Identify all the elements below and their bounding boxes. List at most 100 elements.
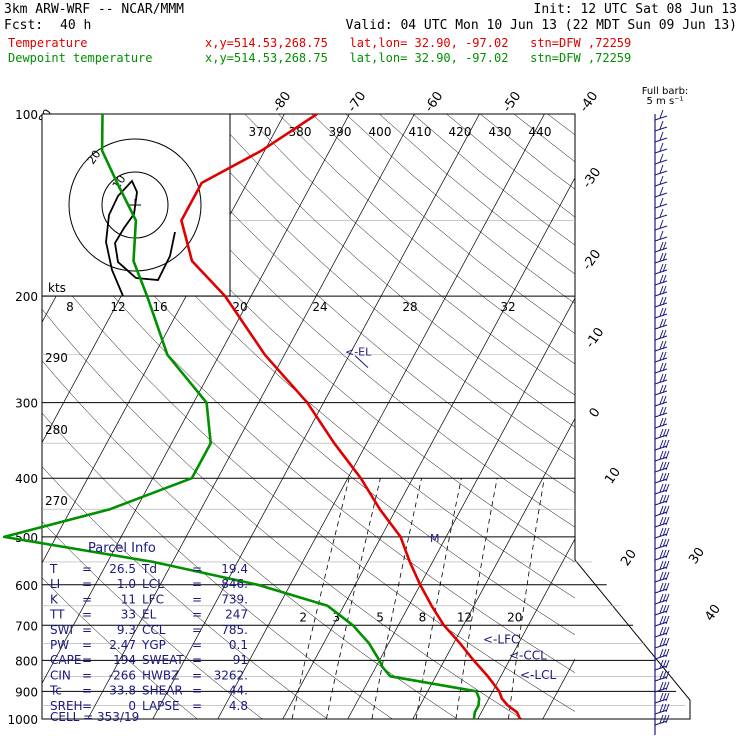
- dry-adiabat: [42, 258, 575, 712]
- wind-barb-shaft: [654, 687, 668, 693]
- dry-adiabat: [480, 114, 575, 190]
- wind-barb-feather: [659, 296, 664, 306]
- parcel-equals: =: [192, 684, 202, 698]
- wind-barb: [654, 274, 668, 286]
- parcel-value: 1.0: [117, 577, 136, 591]
- wind-barb-feather: [659, 197, 664, 207]
- wind-barb-feather: [662, 263, 667, 273]
- mixing-ratio-line: [291, 478, 350, 719]
- wind-barb-feather: [665, 615, 670, 625]
- chart-grid: [41, 113, 740, 720]
- wind-barb-feather: [662, 417, 667, 427]
- wind-barb-feather: [662, 384, 667, 394]
- wind-barb-feather: [665, 571, 670, 581]
- parcel-equals: =: [192, 562, 202, 576]
- wind-barb-shaft: [654, 357, 668, 363]
- dewpoint-line: [2, 113, 481, 720]
- isotherm-line: [542, 658, 575, 719]
- wind-barb-feather: [662, 450, 667, 460]
- pressure-label: 600: [15, 579, 38, 593]
- wind-barb-feather: [665, 692, 670, 702]
- parcel-key: SREH: [50, 699, 83, 713]
- parcel-equals: =: [82, 638, 92, 652]
- wind-barb: [654, 648, 670, 660]
- theta-label: 420: [449, 125, 472, 139]
- wind-barb-feather: [662, 395, 667, 405]
- parcel-value: 19.4: [221, 562, 248, 576]
- wind-barb-feather: [659, 395, 664, 405]
- parcel-equals: =: [192, 577, 202, 591]
- wind-barb-feather: [659, 373, 664, 383]
- legend-temperature-name: Temperature: [8, 36, 88, 50]
- wind-barb: [654, 296, 668, 308]
- wind-barb-feather: [659, 428, 664, 438]
- hodograph-tick-label: 24: [312, 300, 327, 314]
- parcel-value: 44.: [229, 684, 248, 698]
- temp-top-label: -50: [500, 89, 524, 115]
- dry-adiabat: [42, 521, 263, 719]
- wind-barb-feather: [659, 538, 664, 548]
- wind-barb-shaft: [654, 302, 668, 308]
- wind-barb: [654, 593, 670, 605]
- dry-adiabat: [210, 114, 575, 428]
- wind-barb-feather: [662, 659, 667, 669]
- wind-barb-feather: [662, 604, 667, 614]
- wind-barb: [654, 538, 670, 550]
- ccl-marker: <-CCL: [509, 648, 547, 662]
- wind-barb-feather: [662, 637, 667, 647]
- wind-barb-feather: [659, 439, 664, 449]
- parcel-value: 4.8: [229, 699, 248, 713]
- dry-adiabat: [345, 114, 575, 304]
- wind-barb: [654, 681, 670, 693]
- wind-barb-shaft: [654, 390, 668, 396]
- wind-barb-feather: [659, 527, 664, 537]
- wind-barb: [654, 615, 670, 627]
- parcel-value: -266: [109, 668, 136, 682]
- parcel-key: LI: [50, 577, 60, 591]
- wind-barb-feather: [662, 615, 667, 625]
- wind-barb: [654, 571, 670, 583]
- wind-barb-feather: [662, 670, 667, 680]
- wind-barb-shaft: [654, 709, 668, 715]
- parcel-key: T: [49, 562, 58, 576]
- wind-barb-feather: [659, 604, 664, 614]
- theta-label: 440: [529, 125, 552, 139]
- parcel-info-title: Parcel Info: [88, 541, 156, 556]
- wind-barb: [654, 373, 668, 385]
- parcel-equals: =: [82, 668, 92, 682]
- wind-barb-feather: [665, 483, 670, 493]
- wind-barb-shaft: [654, 555, 668, 561]
- wind-barb-shaft: [654, 588, 668, 594]
- wind-barb: [654, 175, 668, 187]
- wind-barb-shaft: [654, 258, 668, 264]
- wind-barb-shaft: [654, 159, 668, 165]
- model-title: 3km ARW-WRF -- NCAR/MMM: [4, 2, 185, 17]
- wind-barb-feather: [659, 406, 664, 416]
- wind-barb-shaft: [654, 533, 668, 539]
- wind-barb-shaft: [654, 643, 668, 649]
- wind-barb-feather: [665, 670, 670, 680]
- isotherm-line: [608, 114, 740, 719]
- wind-barb-shaft: [654, 412, 668, 418]
- parcel-key: SWEAT: [142, 653, 184, 667]
- wind-barb-feather: [659, 164, 664, 174]
- wind-barb-feather: [659, 263, 664, 273]
- mixing-ratio-line: [508, 478, 545, 719]
- wind-barb-feather: [665, 582, 670, 592]
- wind-barb: [654, 549, 670, 561]
- temp-right-label: -20: [580, 247, 604, 273]
- wind-barb-feather: [665, 494, 670, 504]
- parcel-value: 3262.: [214, 668, 248, 682]
- wind-barb-feather: [659, 450, 664, 460]
- wind-barb-shaft: [654, 599, 668, 605]
- wind-barb-feather: [662, 329, 667, 339]
- parcel-cell: CELL = 353/19: [50, 710, 139, 724]
- wind-barb-feather: [659, 549, 664, 559]
- theta-side-label: 290: [45, 351, 68, 365]
- wind-barb: [654, 428, 670, 440]
- wind-barb-feather: [662, 406, 667, 416]
- isotherm-line: [412, 417, 575, 719]
- wind-barb-feather: [665, 505, 670, 515]
- parcel-value: 785.: [221, 623, 248, 637]
